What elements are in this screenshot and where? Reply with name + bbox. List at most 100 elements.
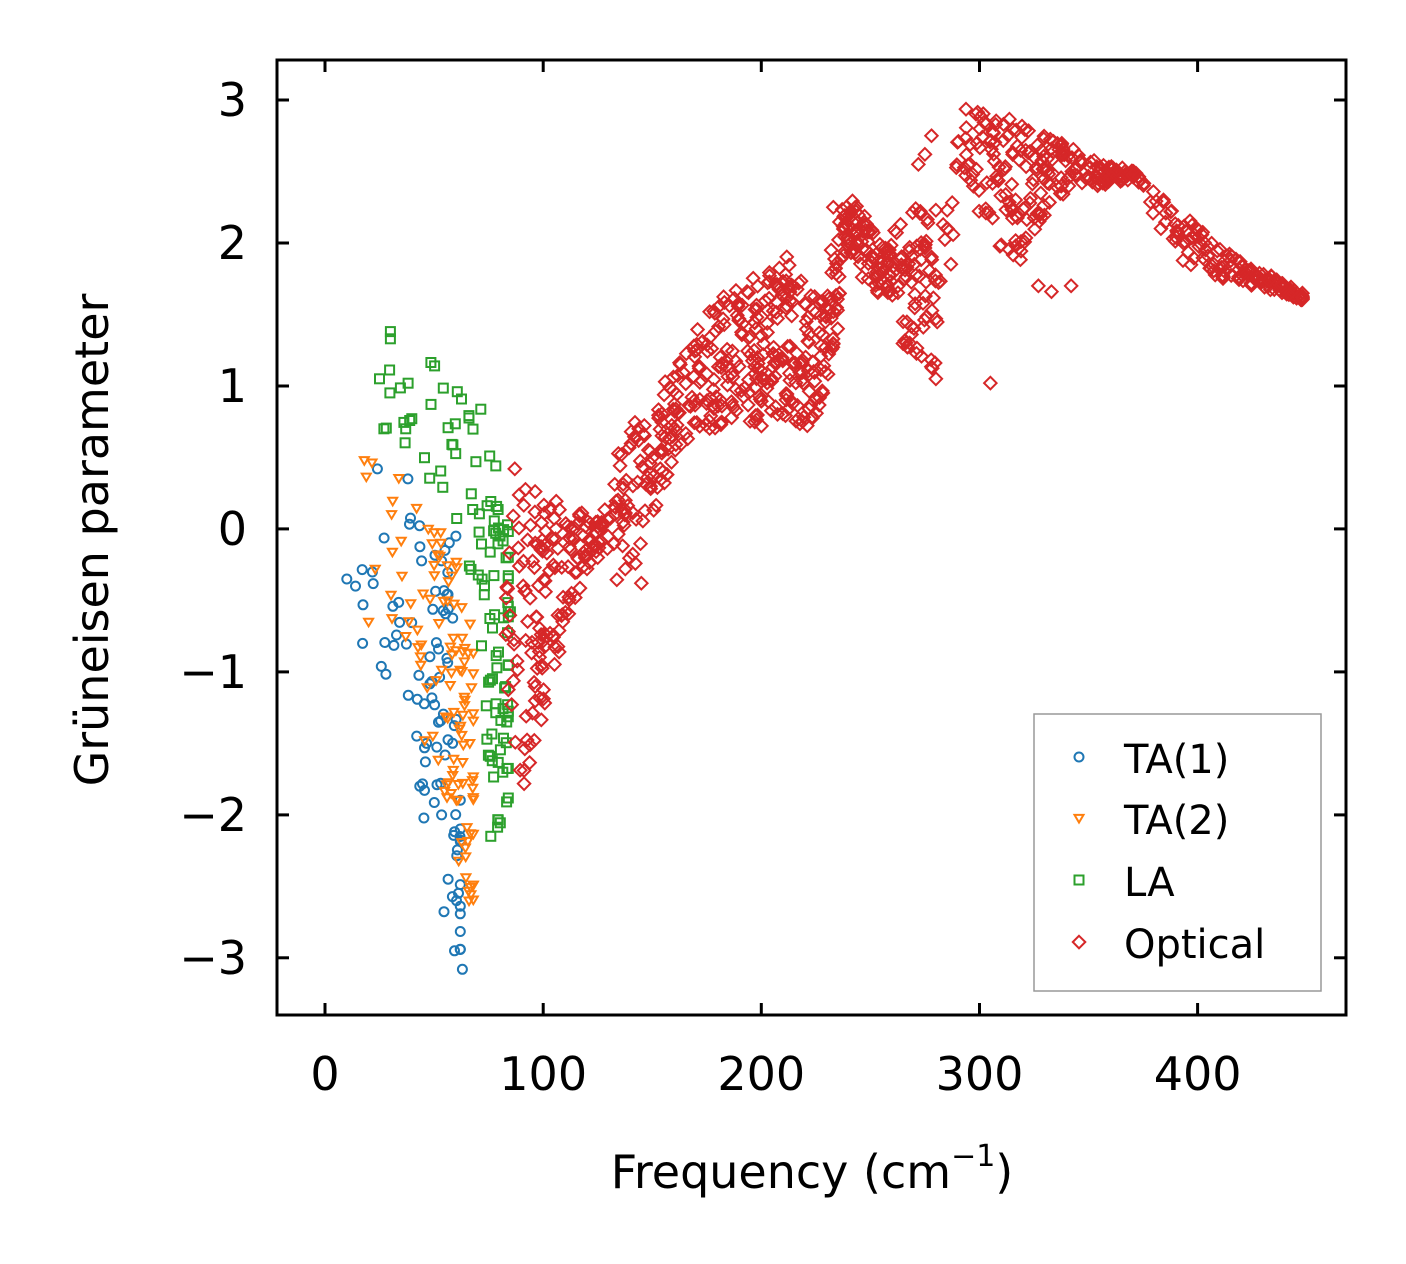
data-point (707, 323, 724, 339)
data-point (781, 257, 797, 273)
data-point (1170, 217, 1186, 234)
data-point (788, 375, 804, 391)
data-point (984, 175, 1001, 192)
data-point (536, 497, 552, 513)
data-point (424, 472, 436, 484)
data-point (968, 161, 985, 177)
data-point (607, 499, 624, 516)
data-point (836, 243, 853, 260)
data-point (1056, 147, 1072, 163)
data-point (800, 363, 817, 379)
data-point (910, 156, 927, 173)
data-point (374, 373, 385, 385)
data-point (450, 795, 463, 807)
data-point (512, 762, 528, 778)
data-point (386, 496, 399, 508)
data-point (490, 460, 502, 472)
data-point (719, 377, 736, 393)
data-point (484, 674, 496, 686)
data-point (769, 310, 786, 327)
data-point (912, 203, 929, 220)
data-point (1204, 258, 1220, 274)
data-point (1090, 175, 1106, 192)
data-point (410, 503, 423, 515)
data-point (350, 580, 361, 592)
data-point (434, 538, 448, 550)
data-point (759, 324, 776, 341)
data-point (341, 573, 353, 585)
data-point (791, 275, 807, 291)
data-point (449, 945, 460, 957)
data-point (358, 456, 371, 467)
data-point (1192, 235, 1209, 252)
data-point (424, 651, 436, 663)
y-axis-title: Grüneisen parameter (65, 293, 119, 786)
data-point (463, 619, 477, 631)
data-point (632, 535, 649, 552)
data-point (516, 497, 532, 513)
data-point (668, 436, 684, 453)
data-point (394, 616, 406, 628)
data-point (459, 873, 473, 884)
data-point (433, 643, 444, 655)
data-point (439, 712, 452, 724)
data-point (927, 355, 943, 371)
data-point (557, 604, 574, 621)
data-point (1170, 226, 1186, 242)
data-point (571, 506, 588, 522)
data-point (1001, 194, 1017, 211)
data-point (465, 488, 477, 500)
data-point (901, 239, 918, 256)
data-point (588, 543, 604, 560)
data-point (442, 577, 455, 588)
data-point (502, 526, 514, 537)
data-point (787, 355, 803, 371)
data-point (456, 963, 468, 975)
data-point (414, 541, 426, 553)
data-point (445, 571, 459, 583)
legend-markers (1071, 751, 1087, 950)
data-point (385, 614, 399, 625)
data-point (646, 502, 662, 518)
data-point (545, 629, 562, 645)
data-point (806, 288, 823, 305)
data-point (801, 383, 817, 399)
data-point (779, 249, 795, 265)
data-point (466, 776, 479, 787)
data-point (507, 734, 523, 750)
data-point (653, 471, 669, 488)
data-point (958, 130, 974, 146)
data-point (436, 809, 448, 821)
data-point (501, 545, 518, 561)
data-point (978, 205, 994, 221)
data-point (1025, 171, 1042, 188)
data-point (486, 755, 498, 767)
data-point (537, 523, 554, 539)
data-point (455, 838, 468, 849)
data-point (903, 248, 920, 265)
data-point (749, 349, 766, 366)
data-point (511, 487, 527, 503)
data-point (402, 689, 414, 701)
data-point (842, 223, 858, 240)
data-point (917, 236, 933, 253)
data-point (507, 461, 523, 477)
legend-label-optical: Optical (1124, 922, 1265, 968)
data-point (462, 896, 476, 908)
data-point (451, 513, 463, 524)
data-point (470, 456, 482, 468)
data-point (734, 297, 750, 313)
data-point (447, 765, 460, 777)
data-point (380, 668, 392, 680)
data-point (805, 363, 822, 380)
data-point (505, 508, 521, 524)
legend-label-ta1: TA(1) (1123, 737, 1229, 783)
data-point (391, 629, 402, 641)
data-point (882, 267, 899, 284)
data-point (801, 326, 817, 342)
data-point (703, 340, 720, 357)
data-point (691, 418, 708, 434)
data-point (458, 695, 472, 707)
data-point (919, 211, 936, 228)
data-point (1112, 168, 1128, 184)
